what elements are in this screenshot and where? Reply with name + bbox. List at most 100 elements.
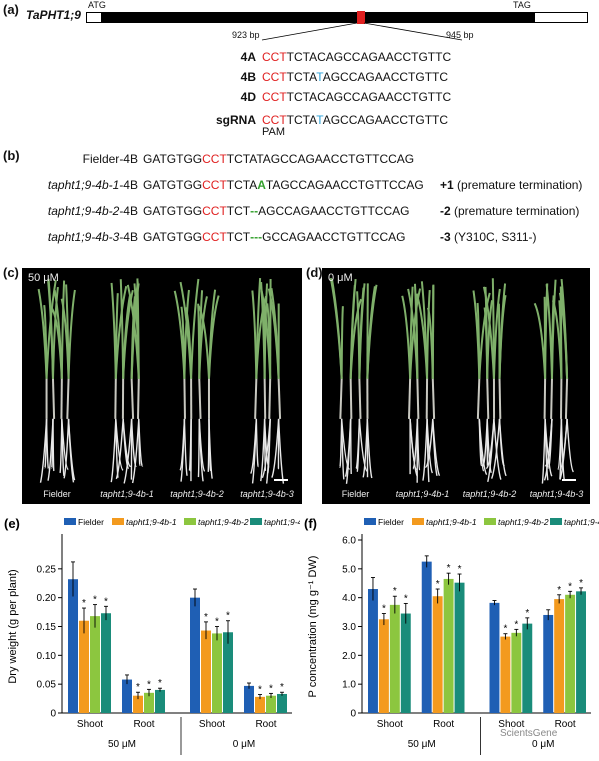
line-sequence: GATGTGGCCTTCT--AGCCAGAACCTGTTCCAG bbox=[143, 204, 409, 218]
leaf bbox=[366, 284, 378, 379]
seq-mid: TCT bbox=[226, 230, 251, 244]
indel-size: -2 bbox=[440, 204, 451, 218]
seedling-group bbox=[37, 278, 76, 483]
seedling-group bbox=[472, 278, 507, 483]
significance-mark: * bbox=[158, 678, 162, 689]
category-label: Shoot bbox=[199, 719, 225, 730]
leaf bbox=[197, 305, 210, 379]
watermark: ScientsGene bbox=[500, 728, 558, 739]
leaf bbox=[545, 284, 553, 379]
line-name: tapht1;9-4b-2-4B bbox=[0, 204, 138, 218]
plant-label: tapht1;9-4b-2 bbox=[170, 489, 224, 499]
bar bbox=[212, 633, 222, 713]
y-tick-label: 0 bbox=[350, 709, 356, 720]
bar bbox=[277, 693, 287, 713]
line-suffix: -4B bbox=[119, 204, 138, 218]
allele-sequence: CCTTCTACAGCCAGAACCTGTTC bbox=[262, 50, 451, 64]
leaf bbox=[340, 306, 344, 379]
bar bbox=[201, 630, 211, 713]
stem bbox=[268, 378, 272, 419]
y-tick-label: 1.0 bbox=[342, 680, 356, 691]
effect-note: (premature termination) bbox=[457, 178, 583, 192]
stem bbox=[550, 378, 553, 419]
seq-pre: GATGTGG bbox=[143, 152, 203, 166]
seq-post: TAGCCAGAACCTGTTCCAG bbox=[256, 152, 415, 166]
seq-pre: GATGTGG bbox=[143, 178, 203, 192]
category-label: Root bbox=[133, 719, 154, 730]
bar bbox=[389, 604, 400, 713]
seq-post: AGCCAGAACCTGTTC bbox=[325, 50, 452, 64]
seedling-group bbox=[533, 278, 575, 484]
stem bbox=[431, 378, 436, 419]
category-label: Root bbox=[255, 719, 276, 730]
plant-photo-50uM: 50 μM Fielder tapht1;9-4b-1 tapht1;9-4b-2 t… bbox=[22, 268, 302, 504]
bar bbox=[522, 623, 533, 713]
mutation-effect: +1 (premature termination) bbox=[440, 178, 582, 192]
y-tick-label: 0.25 bbox=[37, 564, 57, 575]
seq-post: TAGCCAGAACCTGTTCCAG bbox=[265, 178, 424, 192]
significance-mark: * bbox=[226, 611, 230, 622]
root bbox=[251, 418, 258, 484]
root bbox=[541, 418, 546, 484]
y-tick-label: 0 bbox=[50, 709, 56, 720]
significance-mark: * bbox=[436, 579, 440, 590]
leaf bbox=[122, 293, 132, 379]
y-tick-label: 0.10 bbox=[37, 651, 57, 662]
significance-mark: * bbox=[258, 685, 262, 696]
group-label: 0 μM bbox=[532, 739, 554, 750]
zoom-lines bbox=[261, 22, 463, 41]
stem bbox=[498, 378, 502, 419]
bar bbox=[576, 591, 586, 713]
seedling-group bbox=[329, 277, 378, 484]
bar bbox=[500, 636, 511, 713]
seq-pre: GATGTGG bbox=[143, 230, 203, 244]
stem bbox=[263, 378, 267, 419]
root bbox=[557, 418, 563, 471]
indel: A bbox=[257, 178, 266, 192]
root bbox=[138, 418, 141, 466]
root bbox=[366, 418, 373, 479]
allele-sequence: CCTTCTATAGCCAGAACCTGTTC bbox=[262, 113, 448, 127]
bar bbox=[244, 685, 254, 713]
significance-mark: * bbox=[404, 593, 408, 604]
leaf bbox=[67, 289, 76, 379]
pam-bases: CCT bbox=[262, 90, 287, 104]
legend-label: tapht1;9-4b-3 bbox=[564, 517, 599, 527]
root bbox=[277, 418, 285, 484]
legend-swatch bbox=[112, 518, 124, 525]
seq-mid: TCTA bbox=[226, 152, 257, 166]
seedling-group bbox=[110, 278, 144, 484]
y-tick-label: 6.0 bbox=[342, 536, 356, 547]
line-id: tapht1;9-4b-2 bbox=[47, 204, 120, 218]
bar bbox=[255, 696, 265, 713]
panel-b-label: (b) bbox=[3, 148, 20, 163]
significance-mark: * bbox=[393, 586, 397, 597]
effect-note: (Y310C, S311-) bbox=[454, 230, 537, 244]
leaf bbox=[358, 283, 366, 379]
pam-label: PAM bbox=[262, 126, 286, 138]
root bbox=[63, 418, 70, 479]
pam-bases: CCT bbox=[262, 70, 287, 84]
leaf bbox=[415, 293, 429, 379]
stem bbox=[476, 378, 481, 419]
y-tick-label: 4.0 bbox=[342, 593, 356, 604]
panel-c-label: (c) bbox=[3, 265, 19, 280]
legend-swatch bbox=[412, 518, 424, 525]
stem bbox=[51, 378, 56, 419]
y-tick-label: 5.0 bbox=[342, 564, 356, 575]
leaf bbox=[184, 307, 193, 379]
y-tick-label: 2.0 bbox=[342, 651, 356, 662]
line-name: Fielder-4B bbox=[0, 152, 138, 166]
category-label: Shoot bbox=[77, 719, 103, 730]
allele-sequence: CCTTCTACAGCCAGAACCTGTTC bbox=[262, 90, 451, 104]
stem bbox=[416, 378, 420, 419]
root bbox=[183, 418, 188, 476]
stem bbox=[137, 378, 140, 419]
leaf bbox=[270, 288, 280, 379]
legend-label: tapht1;9-4b-3 bbox=[264, 517, 300, 527]
line-id: Fielder bbox=[82, 152, 120, 166]
pam-bases: CCT bbox=[262, 113, 287, 127]
panel-label: (f) bbox=[304, 516, 317, 531]
plant-label: Fielder bbox=[43, 489, 71, 499]
indel-size: -3 bbox=[440, 230, 451, 244]
